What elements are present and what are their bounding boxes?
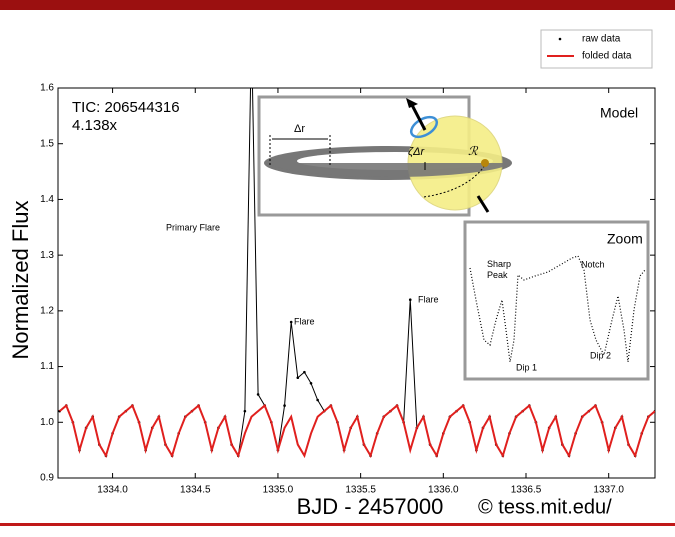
plot-frame (57, 87, 656, 479)
inset-label: ζΔr (408, 146, 425, 158)
inset-label: Sharp Peak (487, 259, 512, 280)
legend-label: raw data (582, 34, 621, 45)
inset-label: Dip 1 (516, 362, 537, 372)
annotation: Flare (418, 294, 439, 304)
inset-label: ℛ (468, 144, 479, 158)
x-tick-label: 1335.0 (263, 485, 294, 496)
raw-point (303, 370, 306, 374)
top-banner (0, 0, 675, 10)
inset-title: Model (600, 105, 638, 121)
tic-label: TIC: 206544316 (72, 99, 180, 116)
raw-point (408, 298, 412, 302)
model-inset: Model Δr ζΔr ℛ (257, 95, 638, 217)
x-tick-label: 1334.0 (97, 485, 128, 496)
legend-marker (558, 37, 562, 41)
inset-title: Zoom (607, 231, 643, 247)
speed-label: 4.138x (72, 117, 118, 134)
x-tick-label: 1336.5 (511, 485, 542, 496)
x-tick-label: 1334.5 (180, 485, 211, 496)
raw-point (256, 393, 260, 396)
y-tick-label: 1.3 (40, 250, 54, 261)
y-tick-label: 0.9 (40, 473, 54, 484)
raw-point (309, 381, 313, 385)
y-tick-label: 1.1 (40, 361, 54, 372)
x-axis-label: BJD - 2457000 (297, 494, 444, 519)
y-tick-label: 1.2 (40, 305, 54, 316)
y-axis-label: Normalized Flux (8, 201, 33, 360)
raw-point (283, 404, 286, 407)
bottom-rule (0, 523, 675, 526)
x-tick-label: 1335.5 (345, 485, 376, 496)
legend: raw data folded data (540, 29, 653, 69)
raw-point (296, 376, 300, 380)
plot-area (58, 31, 655, 459)
y-tick-label: 1.4 (40, 194, 54, 205)
y-tick-label: 1.6 (40, 83, 54, 94)
raw-point (316, 398, 319, 402)
legend-label: folded data (582, 51, 632, 62)
credit: © tess.mit.edu/ (478, 496, 612, 518)
annotation: Flare (294, 316, 315, 326)
folded-line (59, 403, 655, 459)
x-tick-label: 1337.0 (593, 485, 624, 496)
x-tick-label: 1336.0 (428, 485, 459, 496)
inset-label: Δr (294, 123, 305, 135)
y-tick-label: 1.0 (40, 417, 54, 428)
raw-point (243, 409, 247, 413)
annotation: Primary Flare (166, 222, 220, 232)
raw-point (250, 31, 253, 34)
raw-point (289, 320, 293, 324)
inset-label: Dip 2 (590, 350, 611, 360)
y-tick-label: 1.5 (40, 138, 54, 149)
inset-label: Notch (581, 259, 605, 269)
zoom-inset: Zoom Notch Dip 1 Dip 2 (463, 220, 650, 381)
